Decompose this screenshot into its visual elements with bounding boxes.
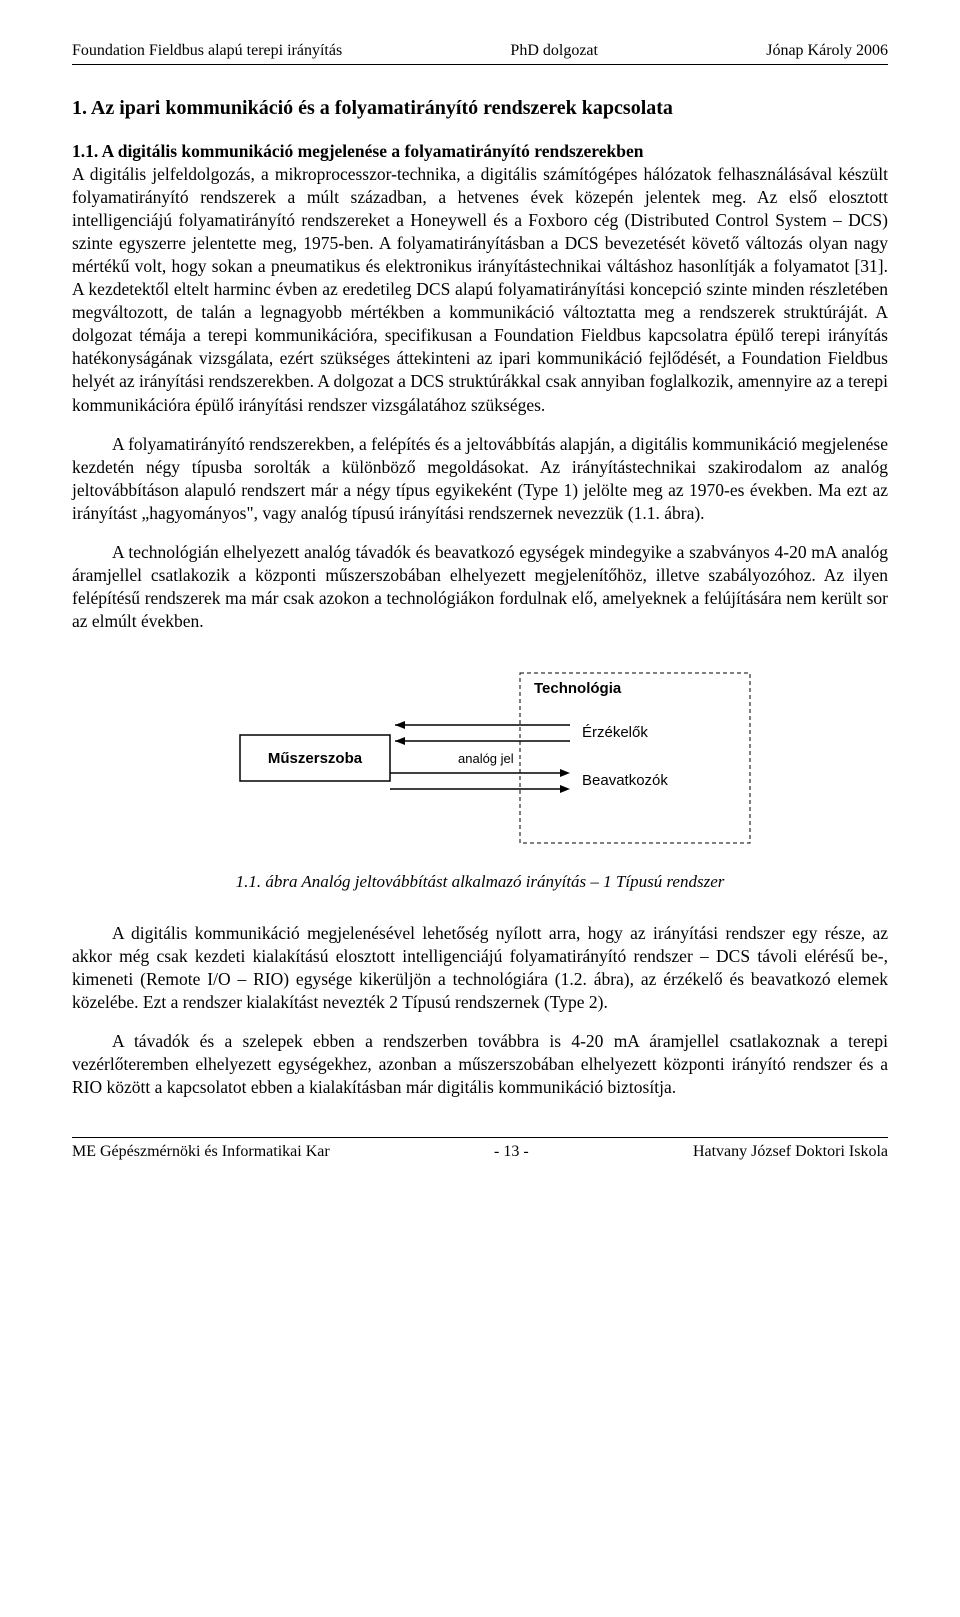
footer-right: Hatvany József Doktori Iskola xyxy=(693,1141,888,1162)
signal-label: analóg jel xyxy=(458,751,514,766)
paragraph-1-text: A digitális jelfeldolgozás, a mikroproce… xyxy=(72,164,888,415)
technology-region xyxy=(520,673,750,843)
footer-left: ME Gépészmérnöki és Informatikai Kar xyxy=(72,1141,330,1162)
sensor-arrow-1 xyxy=(395,721,405,729)
sensor-arrow-2 xyxy=(395,737,405,745)
page-footer: ME Gépészmérnöki és Informatikai Kar - 1… xyxy=(72,1137,888,1162)
paragraph-3: A technológián elhelyezett analóg távadó… xyxy=(72,541,888,633)
actuator-arrow-1 xyxy=(560,769,570,777)
sensors-label: Érzékelők xyxy=(582,724,648,741)
paragraph-4: A digitális kommunikáció megjelenésével … xyxy=(72,922,888,1014)
figure-1-1: Technológia Műszerszoba analóg jel Érzék… xyxy=(72,663,888,853)
paragraph-2: A folyamatirányító rendszerekben, a felé… xyxy=(72,433,888,525)
subsection-heading: 1.1. A digitális kommunikáció megjelenés… xyxy=(72,141,643,161)
technology-label: Technológia xyxy=(534,680,622,697)
header-left: Foundation Fieldbus alapú terepi irányít… xyxy=(72,40,342,61)
header-center: PhD dolgozat xyxy=(510,40,598,61)
page-header: Foundation Fieldbus alapú terepi irányít… xyxy=(72,40,888,65)
actuators-label: Beavatkozók xyxy=(582,772,668,789)
actuator-arrow-2 xyxy=(560,785,570,793)
header-right: Jónap Károly 2006 xyxy=(766,40,888,61)
section-title: 1. Az ipari kommunikáció és a folyamatir… xyxy=(72,95,888,121)
paragraph-1: 1.1. A digitális kommunikáció megjelenés… xyxy=(72,140,888,417)
paragraph-5: A távadók és a szelepek ebben a rendszer… xyxy=(72,1030,888,1099)
footer-center: - 13 - xyxy=(494,1141,529,1162)
control-room-label: Műszerszoba xyxy=(268,750,363,767)
figure-caption: 1.1. ábra Analóg jeltovábbítást alkalmaz… xyxy=(72,871,888,893)
diagram-svg: Technológia Műszerszoba analóg jel Érzék… xyxy=(200,663,760,853)
